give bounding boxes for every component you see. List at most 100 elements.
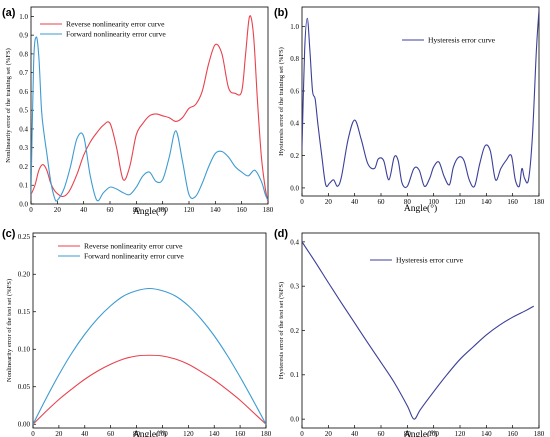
x-tick-label: 60: [107, 206, 115, 214]
y-tick-label: 0.2: [290, 327, 299, 335]
x-tick-label: 120: [455, 430, 466, 437]
x-tick-label: 180: [261, 430, 272, 437]
y-tick-label: 0.1: [19, 182, 28, 190]
x-tick-label: 20: [325, 430, 333, 437]
x-tick-label: 0: [300, 430, 304, 437]
y-tick-label: 0.2: [19, 163, 28, 171]
x-tick-label: 60: [107, 430, 115, 437]
plot-frame: [32, 232, 267, 429]
x-tick-label: 0: [29, 206, 33, 214]
y-tick-label: 0.1: [290, 371, 299, 379]
legend-label: Hysteresis error curve: [396, 256, 464, 265]
x-tick-label: 80: [133, 430, 141, 437]
panel-3: 0 20 40 60 80 100 120 140 160 180 0.00 0.05 0.10 0.15…: [2, 228, 272, 437]
x-tick-label: 160: [507, 198, 518, 206]
y-tick-label: 0.0: [19, 200, 28, 208]
legend-label: Reverse nonlinearity error curve: [84, 242, 183, 251]
x-tick-label: 180: [263, 206, 274, 214]
x-tick-label: 60: [378, 430, 386, 437]
series-line-1: [302, 241, 534, 420]
x-tick-label: 100: [157, 206, 168, 214]
x-tick-label: 40: [80, 206, 88, 214]
x-tick-label: 160: [507, 430, 518, 437]
legend-label: Forward nonlinearity error curve: [84, 252, 184, 261]
x-tick-label: 140: [481, 198, 492, 206]
x-axis-label: Angle(°): [133, 206, 166, 217]
y-tick-label: 0.8: [19, 50, 28, 58]
plot-frame: [301, 6, 540, 197]
x-tick-label: 100: [157, 430, 168, 437]
x-tick-label: 100: [428, 198, 439, 206]
y-tick-label: 0.5: [19, 107, 28, 115]
y-axis-label: Hysteresis error of the training set (%F…: [278, 47, 285, 156]
y-axis-label: Nonlinearity error of the test set (%FS): [6, 279, 13, 382]
x-tick-label: 40: [81, 430, 89, 437]
y-tick-label: 0.3: [290, 283, 299, 291]
y-tick-label: 0.7: [19, 69, 28, 77]
y-tick-label: 0.4: [290, 238, 299, 246]
series-line-1: [33, 354, 266, 425]
y-tick-label: 0.9: [19, 32, 28, 40]
x-tick-label: 20: [54, 206, 62, 214]
panel-label: (d): [274, 228, 288, 240]
y-tick-label: 1.0: [19, 13, 28, 21]
series-line-2: [31, 36, 268, 202]
legend-label: Hysteresis error curve: [428, 36, 496, 45]
series-line-2: [33, 287, 266, 425]
x-tick-label: 40: [351, 198, 359, 206]
panel-label: (b): [274, 7, 288, 19]
x-tick-label: 20: [325, 198, 333, 206]
x-axis-label: Angle(°): [404, 203, 437, 214]
y-tick-label: 0.2: [290, 152, 299, 160]
x-axis-label: Angle(°): [404, 429, 437, 437]
y-tick-label: 0.00: [18, 421, 31, 429]
x-tick-label: 120: [455, 198, 466, 206]
series-line-1: [31, 15, 268, 203]
x-tick-label: 40: [351, 430, 359, 437]
series-line-1: [302, 10, 539, 189]
y-tick-label: 0.6: [19, 88, 28, 96]
panel-label: (c): [2, 228, 16, 240]
x-tick-label: 0: [300, 198, 304, 206]
x-tick-label: 0: [31, 430, 35, 437]
x-tick-label: 80: [133, 206, 141, 214]
y-tick-label: 0.3: [19, 144, 28, 152]
y-tick-label: 0.6: [290, 87, 299, 95]
y-tick-label: 0.25: [18, 233, 31, 241]
x-tick-label: 140: [209, 430, 220, 437]
x-axis-label: Angle(°): [133, 429, 166, 437]
x-tick-label: 80: [404, 430, 412, 437]
x-tick-label: 120: [184, 206, 195, 214]
x-tick-label: 140: [481, 430, 492, 437]
y-axis-label: Hysteresis error of the test set (%FS): [278, 282, 285, 379]
y-tick-label: 0.15: [18, 308, 31, 316]
y-tick-label: 0.0: [290, 416, 299, 424]
y-tick-label: 0.4: [19, 125, 28, 133]
plot-frame: [30, 6, 269, 205]
x-tick-label: 60: [378, 198, 386, 206]
y-tick-label: 0.20: [18, 271, 31, 279]
panel-2: 0 20 40 60 80 100 120 140 160 180 0.0 0.2 0.4 0.6 0.8 1…: [274, 6, 545, 214]
panel-label: (a): [2, 7, 16, 19]
x-tick-label: 140: [210, 206, 221, 214]
legend-label: Reverse nonlinearity error curve: [66, 20, 165, 29]
x-tick-label: 180: [534, 198, 545, 206]
x-tick-label: 160: [235, 430, 246, 437]
legend-label: Forward nonlinearity error curve: [66, 30, 166, 39]
y-tick-label: 0.4: [290, 120, 299, 128]
y-tick-label: 0.0: [290, 184, 299, 192]
x-tick-label: 160: [236, 206, 247, 214]
y-tick-label: 1.0: [290, 23, 299, 31]
x-tick-label: 100: [428, 430, 439, 437]
y-tick-label: 0.8: [290, 55, 299, 63]
x-tick-label: 120: [183, 430, 194, 437]
y-tick-label: 0.05: [18, 383, 31, 391]
y-axis-label: Nonlinearity error of the training set (…: [5, 48, 12, 163]
x-tick-label: 180: [534, 430, 545, 437]
panel-1: 0 20 40 60 80 100 120 140 160 180 0.0 0.1 0.2 0.3 0.4 0…: [2, 6, 274, 217]
y-tick-label: 0.10: [18, 346, 31, 354]
panel-4: 0 20 40 60 80 100 120 140 160 180 0.0 0.1 0.2 0.3 0.4 H…: [274, 228, 545, 437]
x-tick-label: 20: [55, 430, 63, 437]
x-tick-label: 80: [404, 198, 412, 206]
